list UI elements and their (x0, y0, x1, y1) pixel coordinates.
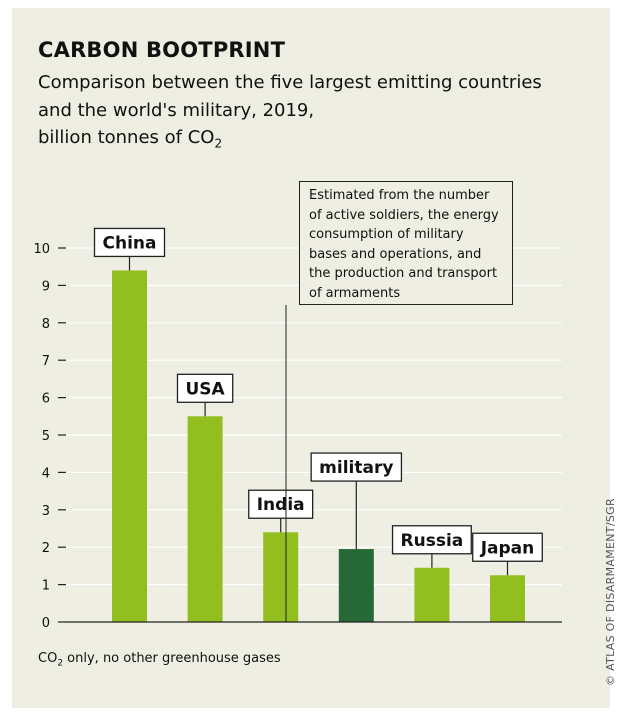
label-connectors (128, 256, 509, 576)
chart-subtitle-line-3: billion tonnes of CO2 (38, 127, 222, 151)
bar-military (338, 549, 374, 622)
bar-label-box-military (310, 452, 403, 482)
subtitle-unit-subscript: 2 (214, 136, 223, 151)
y-tick-label: 2 (42, 541, 50, 556)
bar-japan (490, 575, 525, 622)
bar-russia (414, 567, 450, 622)
chart-title: CARBON BOOTPRINT (38, 38, 286, 62)
bar-label-box-china (93, 227, 166, 258)
bar-china (112, 270, 147, 622)
bar-label-box-russia (391, 525, 472, 555)
y-tick-label: 5 (42, 429, 50, 444)
bar-label-box-japan (472, 532, 543, 562)
bar-label-china: China (103, 233, 157, 253)
y-tick-label: 10 (33, 242, 50, 257)
y-tick-label: 6 (42, 392, 50, 407)
chart-subtitle-line-2: and the world's military, 2019, (38, 100, 315, 121)
footnote: CO2 only, no other greenhouse gases (38, 651, 281, 669)
bar-label-usa: USA (185, 379, 225, 399)
military-annotation: Estimated from the number of active sold… (299, 181, 513, 305)
bar-label-military: military (319, 458, 393, 478)
bar-india (263, 532, 299, 622)
bars (112, 270, 525, 622)
bar-label-box-india (248, 489, 314, 519)
y-tick-label: 4 (42, 466, 50, 481)
y-tick-label: 9 (42, 279, 50, 294)
footnote-subscript: 2 (57, 658, 64, 669)
chart-subtitle-line-1: Comparison between the five largest emit… (38, 72, 542, 93)
subtitle-unit-text: billion tonnes of CO (38, 127, 215, 148)
y-tick-label: 1 (42, 579, 50, 594)
footnote-text: only, no other greenhouse gases (63, 651, 281, 666)
bar-label-russia: Russia (401, 531, 464, 551)
y-tick-label: 0 (42, 616, 50, 631)
y-tick-label: 7 (42, 354, 50, 369)
copyright-credit: © ATLAS OF DISARMAMENT/SGR (604, 498, 617, 686)
bar-usa (187, 416, 223, 622)
y-tick-label: 3 (42, 504, 50, 519)
y-axis-ticks: 0 1 2 3 4 5 6 7 8 9 10 (33, 242, 66, 631)
bar-labels: China USA India military Russia Japan (93, 227, 543, 562)
y-tick-label: 8 (42, 317, 50, 332)
bar-label-india: India (257, 495, 305, 515)
bar-label-japan: Japan (480, 538, 535, 558)
bar-label-box-usa (176, 373, 234, 403)
footnote-co: CO (38, 651, 58, 666)
